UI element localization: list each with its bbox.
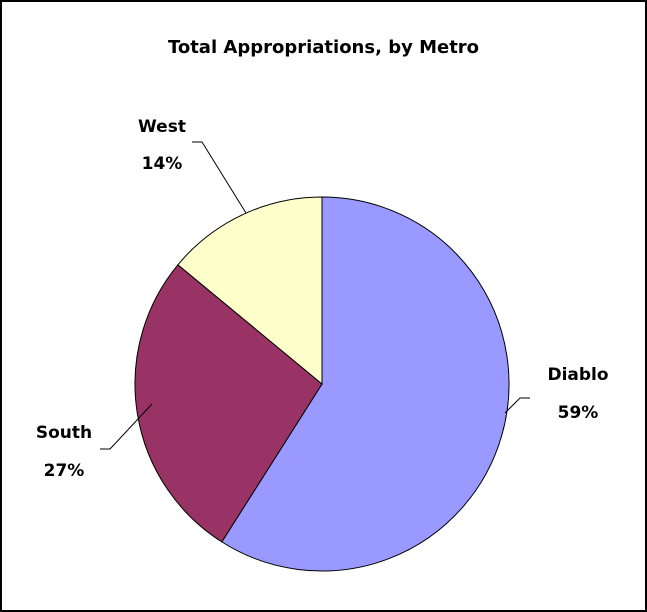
slice-percent-south: 27% [44, 461, 85, 481]
chart-title: Total Appropriations, by Metro [167, 37, 480, 58]
slice-label-diablo: Diablo [547, 365, 608, 385]
leader-line-south [100, 403, 153, 450]
pie-slice-west [177, 196, 323, 386]
slice-label-west: West [138, 117, 186, 137]
leader-line-west [192, 141, 247, 214]
slice-percent-west: 14% [142, 154, 183, 174]
pie-slice-diablo [221, 196, 510, 572]
slice-label-south: South [36, 423, 92, 443]
leader-line-diablo [504, 397, 530, 414]
pie-slice-south [134, 264, 323, 543]
slice-percent-diablo: 59% [558, 403, 599, 423]
